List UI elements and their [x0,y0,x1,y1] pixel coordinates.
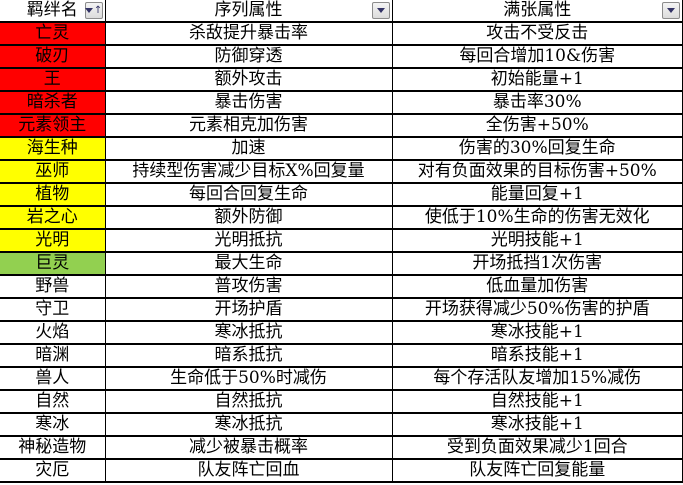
seq-attr-cell[interactable]: 元素相克加伤害 [104,113,393,138]
bond-name-cell[interactable]: 神秘造物 [0,435,106,460]
full-attr-cell[interactable]: 寒冰技能+1 [391,320,683,345]
full-attr-cell[interactable]: 每回合增加10&伤害 [391,44,683,69]
bond-name-cell[interactable]: 岩之心 [0,205,106,230]
table-row: 自然 自然抵抗 自然技能+1 [0,389,683,414]
full-attr-cell[interactable]: 光明技能+1 [391,228,683,253]
bond-name-cell[interactable]: 野兽 [0,274,106,299]
bond-name-cell[interactable]: 守卫 [0,297,106,322]
seq-attr-cell[interactable]: 防御穿透 [104,44,393,69]
seq-attr-cell[interactable]: 自然抵抗 [104,389,393,414]
full-attr-cell[interactable]: 开场获得减少50%伤害的护盾 [391,297,683,322]
header-cell-bond-name[interactable]: 羁绊名 ↑ [0,0,106,23]
seq-attr-cell[interactable]: 额外防御 [104,205,393,230]
full-attr-cell[interactable]: 对有负面效果的目标伤害+50% [391,159,683,184]
header-seq-attr-label: 序列属性 [214,0,283,20]
table-row: 破刃 防御穿透 每回合增加10&伤害 [0,44,683,69]
bond-name-cell[interactable]: 暗渊 [0,343,106,368]
seq-attr-cell[interactable]: 寒冰抵抗 [104,412,393,437]
filter-dropdown-icon [84,8,93,13]
full-attr-cell[interactable]: 伤害的30%回复生命 [391,136,683,161]
full-attr-cell[interactable]: 每个存活队友增加15%减伤 [391,366,683,391]
bond-name-cell[interactable]: 海生种 [0,136,106,161]
seq-attr-cell[interactable]: 队友阵亡回血 [104,458,393,483]
full-attr-cell[interactable]: 开场抵挡1次伤害 [391,251,683,276]
filter-dropdown-icon [667,8,675,13]
table-row: 元素领主 元素相克加伤害 全伤害+50% [0,113,683,138]
seq-attr-cell[interactable]: 每回合回复生命 [104,182,393,207]
seq-attr-cell[interactable]: 暴击伤害 [104,90,393,115]
bond-name-cell[interactable]: 王 [0,67,106,92]
full-attr-cell[interactable]: 初始能量+1 [391,67,683,92]
seq-attr-cell[interactable]: 加速 [104,136,393,161]
header-full-attr-label: 满张属性 [503,0,572,20]
bond-name-cell[interactable]: 寒冰 [0,412,106,437]
table-row: 守卫 开场护盾 开场获得减少50%伤害的护盾 [0,297,683,322]
full-attr-cell[interactable]: 攻击不受反击 [391,21,683,46]
seq-attr-cell[interactable]: 暗系抵抗 [104,343,393,368]
table-row: 岩之心 额外防御 使低于10%生命的伤害无效化 [0,205,683,230]
bond-name-cell[interactable]: 火焰 [0,320,106,345]
seq-attr-cell[interactable]: 减少被暴击概率 [104,435,393,460]
seq-attr-cell[interactable]: 杀敌提升暴击率 [104,21,393,46]
full-attr-cell[interactable]: 使低于10%生命的伤害无效化 [391,205,683,230]
bond-name-cell[interactable]: 自然 [0,389,106,414]
bond-name-cell[interactable]: 光明 [0,228,106,253]
full-attr-cell[interactable]: 暴击率30% [391,90,683,115]
bond-name-cell[interactable]: 破刃 [0,44,106,69]
seq-attr-cell[interactable]: 光明抵抗 [104,228,393,253]
table-row: 灾厄 队友阵亡回血 队友阵亡回复能量 [0,458,683,483]
table-row: 火焰 寒冰抵抗 寒冰技能+1 [0,320,683,345]
full-attr-cell[interactable]: 受到负面效果减少1回合 [391,435,683,460]
header-cell-full-attr[interactable]: 满张属性 [391,0,683,23]
full-attr-cell[interactable]: 寒冰技能+1 [391,412,683,437]
table-row: 巨灵 最大生命 开场抵挡1次伤害 [0,251,683,276]
seq-attr-cell[interactable]: 持续型伤害减少目标X%回复量 [104,159,393,184]
table-row: 野兽 普攻伤害 低血量加伤害 [0,274,683,299]
bond-name-cell[interactable]: 亡灵 [0,21,106,46]
filter-dropdown-icon [376,8,385,13]
bond-name-cell[interactable]: 植物 [0,182,106,207]
table-row: 王额外攻击 初始能量+1 [0,67,683,92]
table-row: 海生种 加速 伤害的30%回复生命 [0,136,683,161]
full-attr-cell[interactable]: 低血量加伤害 [391,274,683,299]
table-row: 暗渊 暗系抵抗 暗系技能+1 [0,343,683,368]
full-attr-cell[interactable]: 全伤害+50% [391,113,683,138]
seq-attr-cell[interactable]: 生命低于50%时减伤 [104,366,393,391]
bond-name-cell[interactable]: 巨灵 [0,251,106,276]
table-row: 寒冰 寒冰抵抗 寒冰技能+1 [0,412,683,437]
table-row: 亡灵 杀敌提升暴击率 攻击不受反击 [0,21,683,46]
full-attr-cell[interactable]: 能量回复+1 [391,182,683,207]
sort-ascending-icon: ↑ [93,4,103,16]
header-row: 羁绊名 ↑ 序列属性 满张属性 [0,0,683,23]
table-row: 光明 光明抵抗 光明技能+1 [0,228,683,253]
table-row: 植物 每回合回复生命 能量回复+1 [0,182,683,207]
full-attr-cell[interactable]: 自然技能+1 [391,389,683,414]
seq-attr-cell[interactable]: 最大生命 [104,251,393,276]
bond-name-cell[interactable]: 兽人 [0,366,106,391]
bond-name-cell[interactable]: 元素领主 [0,113,106,138]
seq-attr-cell[interactable]: 额外攻击 [104,67,393,92]
table-row: 兽人 生命低于50%时减伤 每个存活队友增加15%减伤 [0,366,683,391]
filter-button-seq-attr[interactable] [371,2,390,19]
table-row: 巫师 持续型伤害减少目标X%回复量 对有负面效果的目标伤害+50% [0,159,683,184]
seq-attr-cell[interactable]: 普攻伤害 [104,274,393,299]
bond-table-body: 亡灵 杀敌提升暴击率 攻击不受反击 破刃 防御穿透 每回合增加10&伤害王额外攻击 初始能量… [0,21,683,483]
table-row: 暗杀者 暴击伤害 暴击率30% [0,90,683,115]
filter-sort-button-bond-name[interactable]: ↑ [84,2,103,19]
header-cell-seq-attr[interactable]: 序列属性 [104,0,393,23]
full-attr-cell[interactable]: 暗系技能+1 [391,343,683,368]
bond-name-cell[interactable]: 暗杀者 [0,90,106,115]
filter-button-full-attr[interactable] [662,2,680,19]
bond-name-cell[interactable]: 灾厄 [0,458,106,483]
bond-name-cell[interactable]: 巫师 [0,159,106,184]
seq-attr-cell[interactable]: 开场护盾 [104,297,393,322]
seq-attr-cell[interactable]: 寒冰抵抗 [104,320,393,345]
header-bond-name-label: 羁绊名 [26,0,78,20]
full-attr-cell[interactable]: 队友阵亡回复能量 [391,458,683,483]
table-row: 神秘造物 减少被暴击概率 受到负面效果减少1回合 [0,435,683,460]
